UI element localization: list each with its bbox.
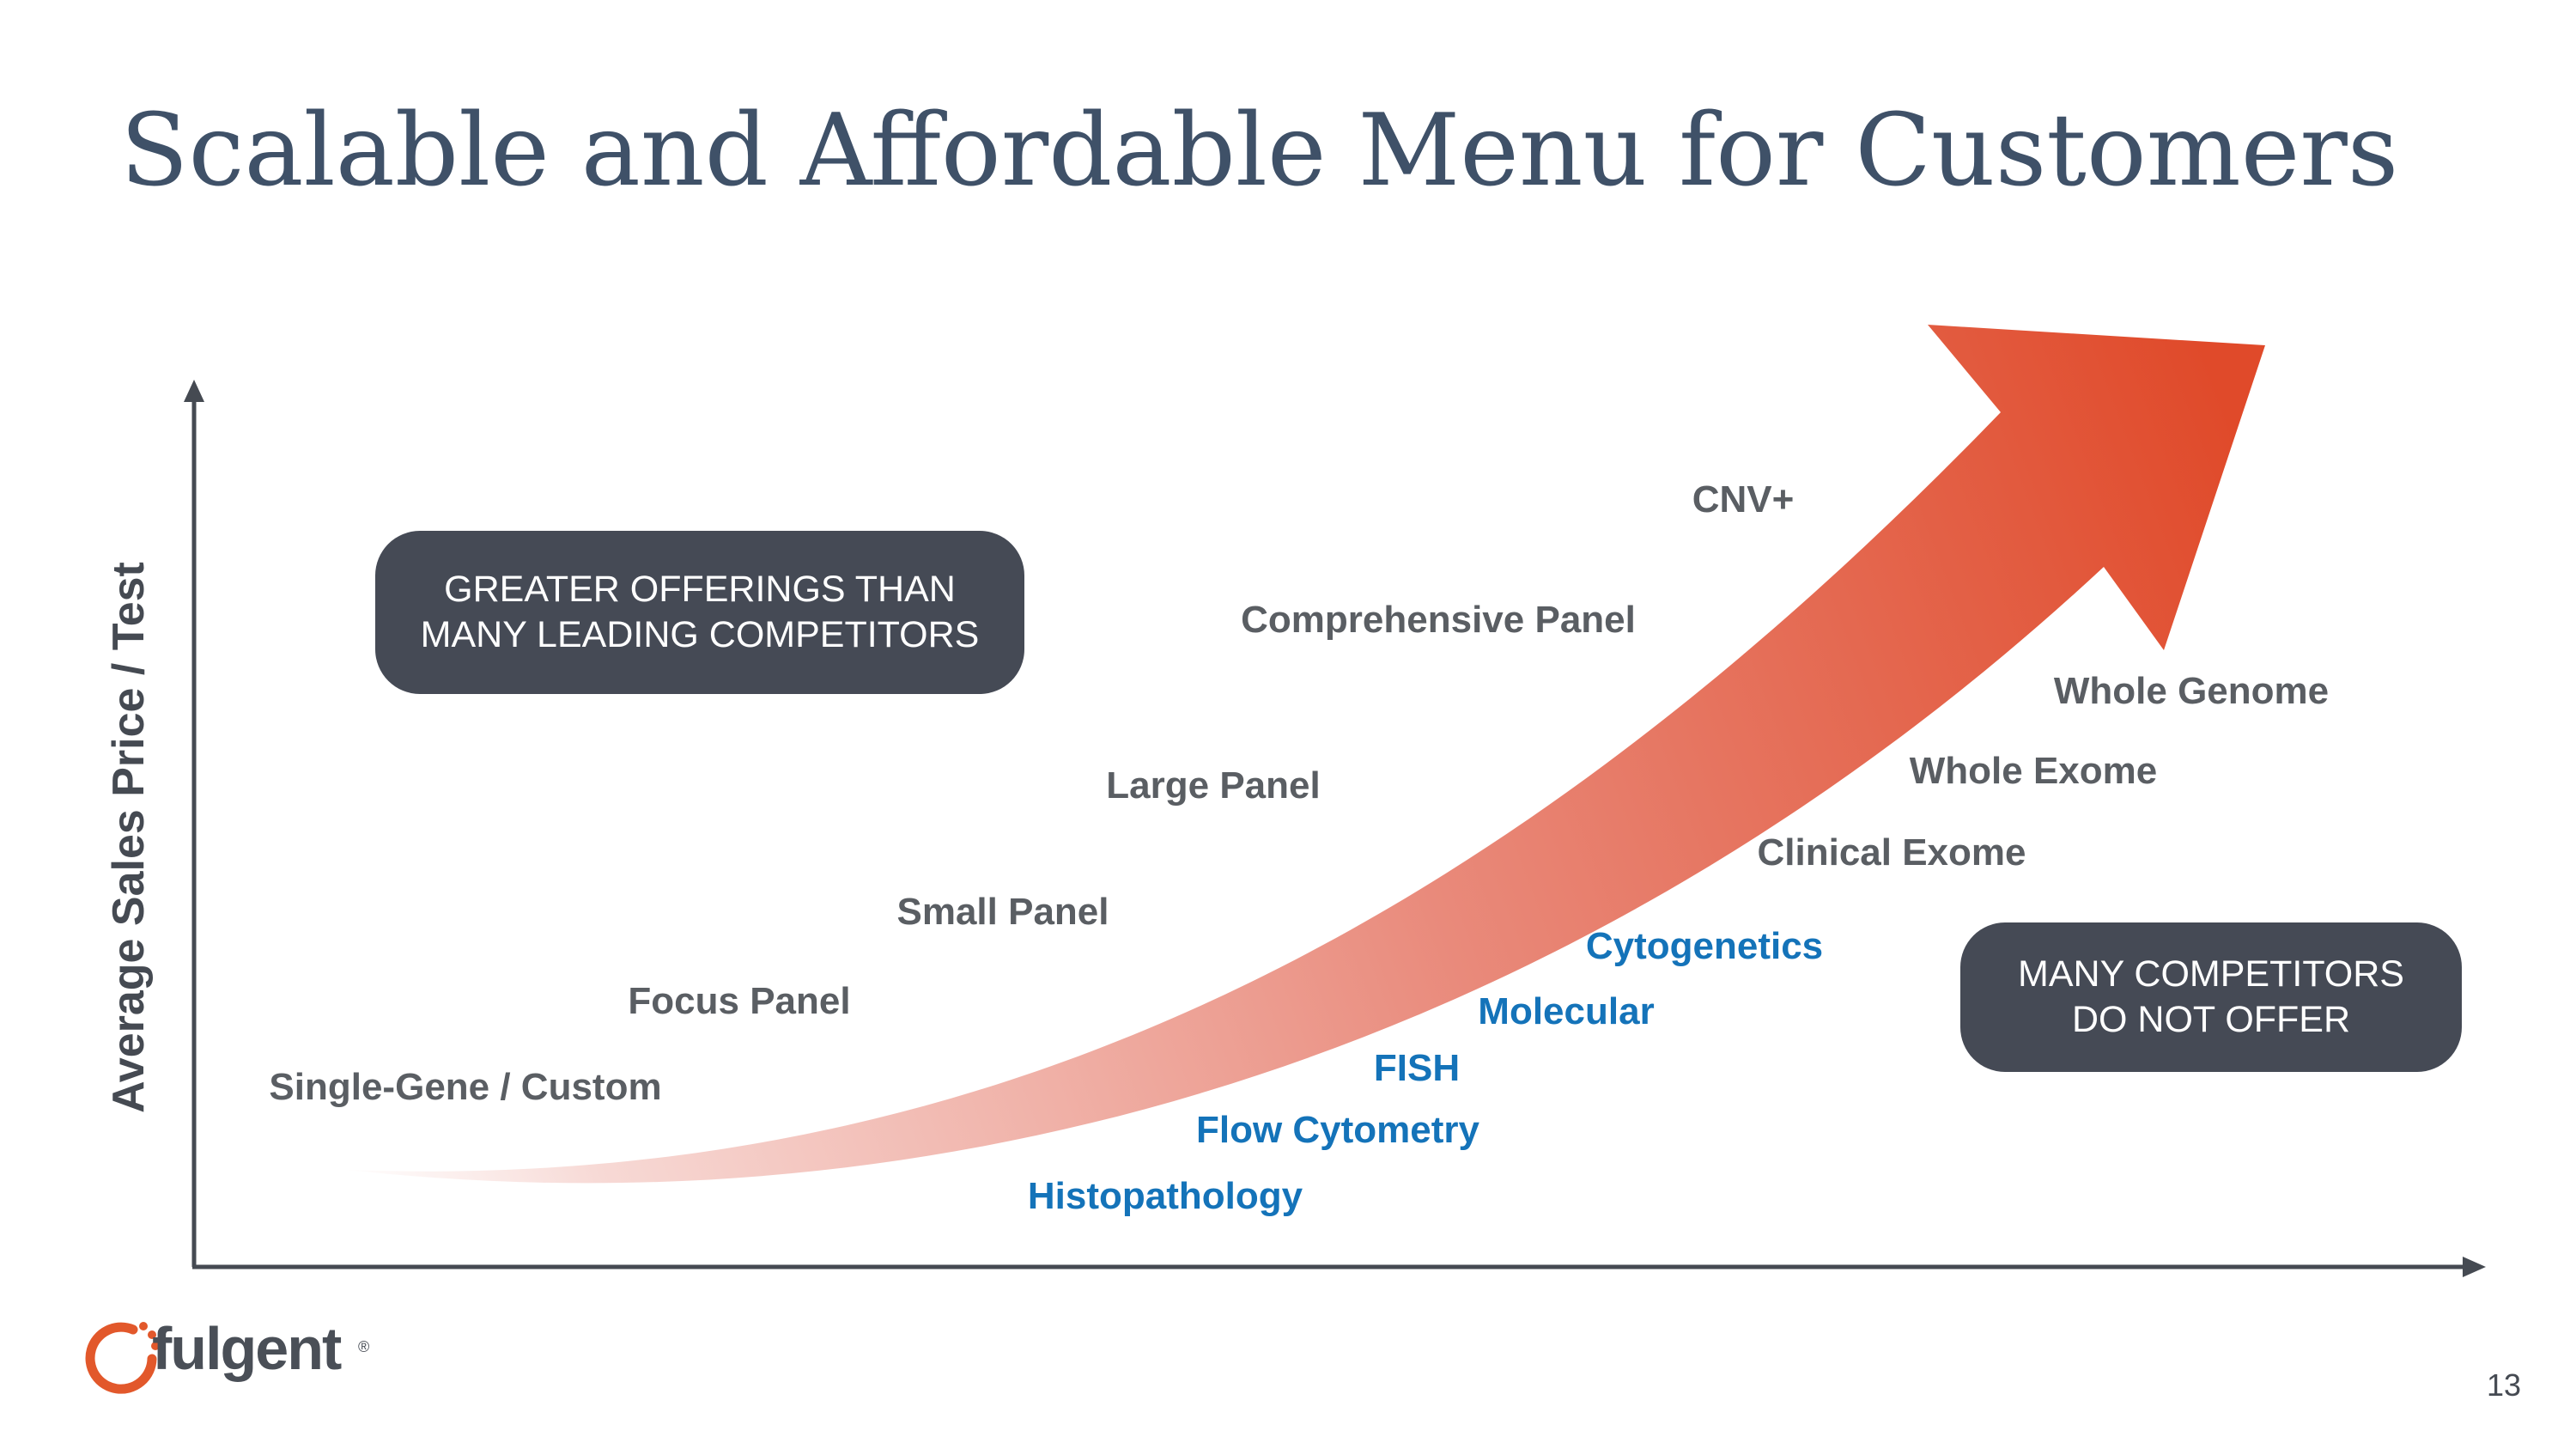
- growth-arrow: [348, 325, 2265, 1184]
- offering-cnv-plus: CNV+: [1692, 478, 1795, 521]
- offering-single-gene-custom: Single-Gene / Custom: [269, 1066, 662, 1108]
- offering-fish: FISH: [1373, 1047, 1461, 1089]
- callout-greater-offerings: GREATER OFFERINGS THAN MANY LEADING COMP…: [375, 531, 1024, 694]
- callout-many-competitors-line1: MANY COMPETITORS: [2018, 953, 2404, 995]
- registered-mark: ®: [358, 1338, 370, 1355]
- offering-cytogenetics: Cytogenetics: [1585, 925, 1824, 967]
- y-axis-label: Average Sales Price / Test: [104, 562, 154, 1113]
- y-axis-arrowhead: [184, 380, 204, 402]
- callout-many-competitors: MANY COMPETITORS DO NOT OFFER: [1960, 922, 2462, 1072]
- offering-large-panel: Large Panel: [1106, 764, 1321, 807]
- callout-greater-offerings-line2: MANY LEADING COMPETITORS: [420, 614, 980, 655]
- offering-flow-cytometry: Flow Cytometry: [1195, 1109, 1480, 1151]
- offering-comprehensive-panel: Comprehensive Panel: [1241, 599, 1636, 641]
- offering-whole-genome: Whole Genome: [2053, 670, 2330, 712]
- fulgent-logo-mark-icon: [85, 1322, 160, 1394]
- page-number: 13: [2486, 1367, 2521, 1403]
- callout-greater-offerings-line1: GREATER OFFERINGS THAN: [444, 569, 956, 610]
- slide-title: Scalable and Affordable Menu for Custome…: [120, 93, 2399, 209]
- fulgent-logo-text: fulgent: [152, 1315, 342, 1382]
- callout-many-competitors-line2: DO NOT OFFER: [2071, 999, 2351, 1040]
- offering-small-panel: Small Panel: [896, 891, 1109, 933]
- offering-whole-exome: Whole Exome: [1909, 750, 2158, 792]
- offering-clinical-exome: Clinical Exome: [1757, 831, 2026, 874]
- offering-histopathology: Histopathology: [1027, 1175, 1303, 1217]
- offering-focus-panel: Focus Panel: [628, 980, 851, 1022]
- offering-molecular: Molecular: [1478, 990, 1655, 1032]
- fulgent-logo: fulgent ®: [82, 1314, 374, 1404]
- x-axis-arrowhead: [2463, 1257, 2486, 1277]
